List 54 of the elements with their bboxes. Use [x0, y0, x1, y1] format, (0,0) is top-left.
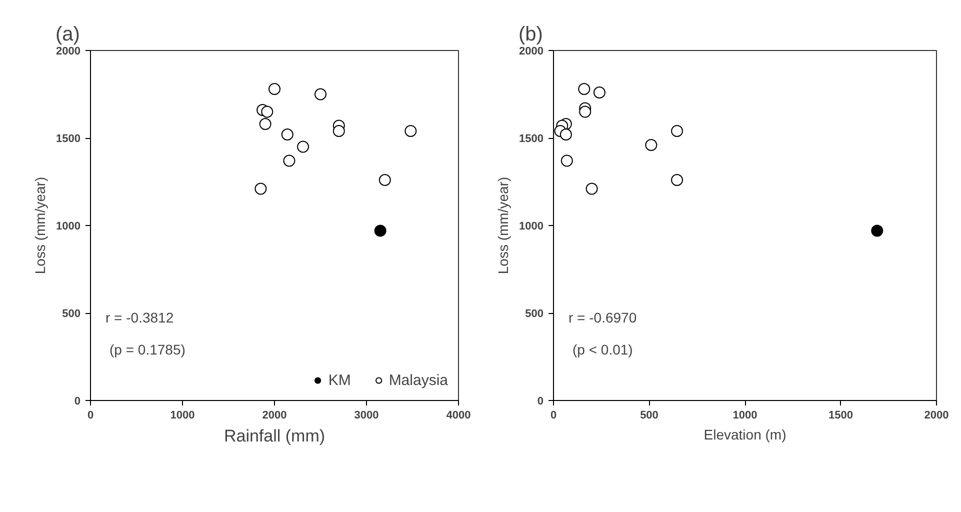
y-tick-label: 500 — [62, 308, 81, 320]
point — [560, 154, 573, 167]
annotation: (p = 0.1785) — [110, 342, 186, 358]
chart-title: (b) — [518, 24, 543, 46]
point — [378, 174, 391, 186]
y-tick-label: 1500 — [56, 133, 81, 145]
x-tick-label: 2000 — [924, 410, 949, 422]
legend-label: Malaysia — [388, 372, 448, 388]
x-tick-label: 0 — [87, 410, 94, 422]
y-tick-label: 2000 — [56, 46, 81, 58]
x-tick-label: 4000 — [446, 410, 471, 422]
point — [314, 88, 326, 100]
annotation: r = -0.6970 — [568, 310, 637, 326]
point — [593, 86, 606, 98]
annotation: r = -0.3812 — [106, 310, 174, 326]
point — [281, 128, 294, 140]
point — [578, 83, 590, 95]
point — [259, 118, 272, 130]
x-tick-label: 2000 — [262, 410, 287, 422]
x-axis-title: Elevation (m) — [704, 426, 786, 442]
y-tick-label: 1000 — [519, 220, 544, 232]
point — [332, 125, 345, 137]
y-tick-label: 1000 — [56, 220, 81, 232]
y-tick-label: 0 — [537, 396, 544, 408]
x-tick-label: 1500 — [828, 410, 853, 422]
y-tick-label: 0 — [74, 396, 81, 408]
point — [404, 125, 417, 137]
point — [283, 154, 296, 167]
point — [268, 83, 280, 95]
y-tick-label: 500 — [525, 308, 544, 320]
y-tick-label: 2000 — [519, 46, 544, 58]
point — [671, 174, 684, 186]
chart-title: (a) — [56, 24, 80, 46]
x-axis-title: Rainfall (mm) — [224, 426, 326, 446]
legend-label: KM — [328, 372, 351, 388]
point — [579, 106, 592, 118]
y-tick-label: 1500 — [519, 133, 544, 145]
x-tick-label: 1000 — [732, 410, 758, 422]
point — [254, 182, 267, 195]
x-tick-label: 3000 — [354, 410, 379, 422]
point — [871, 224, 884, 237]
annotation: (p < 0.01) — [572, 342, 633, 358]
point — [297, 140, 310, 153]
x-tick-label: 0 — [550, 410, 557, 422]
x-tick-label: 500 — [640, 410, 658, 422]
y-axis-title: Loss (mm/year) — [495, 176, 512, 274]
y-axis-title: Loss (mm/year) — [32, 176, 48, 274]
point — [560, 128, 572, 140]
point — [374, 224, 386, 237]
point — [586, 182, 598, 195]
point — [261, 106, 274, 118]
x-tick-label: 1000 — [170, 410, 195, 422]
point — [671, 125, 684, 137]
point — [645, 139, 658, 151]
